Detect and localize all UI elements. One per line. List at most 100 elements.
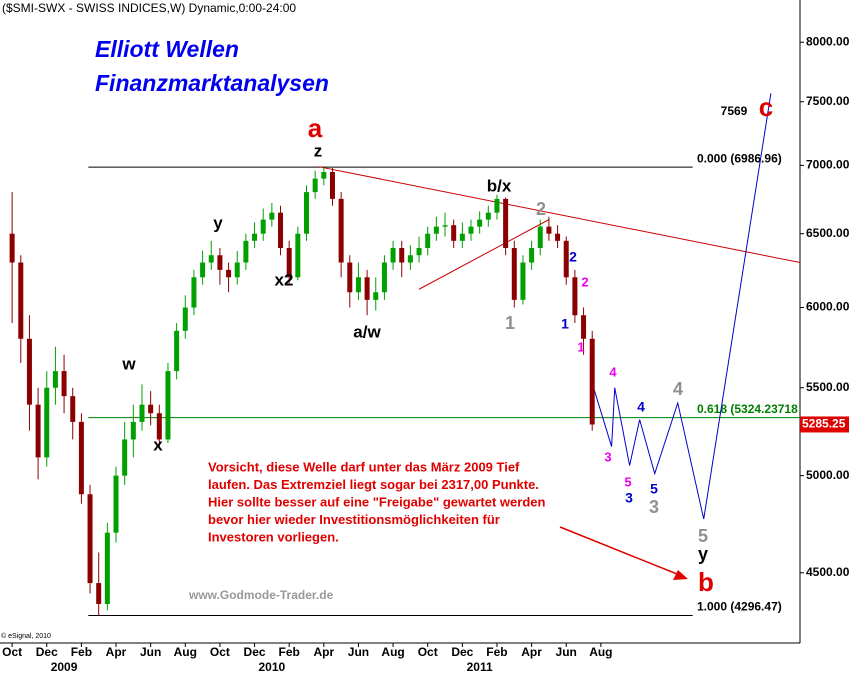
candle-body	[511, 247, 517, 300]
wave-label: a	[308, 113, 323, 143]
y-tick-label: 7500.00	[806, 94, 849, 108]
wave-label: 1	[577, 339, 584, 354]
candle-body	[156, 413, 162, 440]
wave-label: z	[314, 141, 323, 160]
candle-body	[278, 212, 284, 248]
y-tick-label: 5000.00	[806, 468, 849, 482]
x-tick-label: Aug	[589, 645, 612, 659]
wave-label: 5	[650, 481, 658, 497]
candle-body	[338, 198, 344, 263]
wave-label: y	[698, 544, 708, 564]
trend-line	[318, 166, 801, 264]
wave-label: c	[759, 92, 773, 122]
x-tick-label: Apr	[313, 645, 334, 659]
x-tick-label: Jun	[556, 645, 577, 659]
note: laufen. Das Extremziel liegt sogar bei 2…	[208, 477, 539, 492]
candle-body	[130, 421, 136, 440]
candle-body	[139, 404, 145, 422]
candle-body	[252, 233, 258, 241]
candle-body	[217, 255, 223, 270]
candle-body	[399, 247, 405, 263]
wave-label: 4	[673, 379, 683, 399]
candle-body	[87, 494, 93, 584]
x-tick-label: Oct	[418, 645, 438, 659]
wave-label: 1	[561, 316, 569, 332]
candle-body	[459, 233, 465, 241]
wave-label: b/x	[487, 176, 512, 195]
candle-body	[226, 269, 232, 278]
x-tick-label: Oct	[2, 645, 22, 659]
wave-label: 2	[581, 274, 588, 289]
candle-body	[581, 315, 587, 339]
candle-body	[295, 233, 301, 278]
wave-label: a/w	[353, 322, 381, 341]
candle-body	[520, 262, 526, 300]
source: www.Godmode-Trader.de	[188, 588, 334, 602]
x-tick-label: Oct	[210, 645, 230, 659]
candle-body	[425, 233, 431, 248]
candle-body	[26, 338, 32, 405]
wave-label: 1	[505, 313, 515, 333]
x-tick-label: Dec	[451, 645, 473, 659]
candle-body	[104, 532, 110, 605]
x-tick-label: Dec	[244, 645, 266, 659]
arrow-head	[673, 570, 688, 580]
candle-body	[122, 439, 128, 476]
candle-body	[347, 262, 353, 293]
x-tick-label: Jun	[348, 645, 369, 659]
candle-body	[303, 192, 309, 234]
candle-body	[364, 277, 370, 300]
x-tick-label: Jun	[140, 645, 161, 659]
last-price-box	[800, 416, 849, 433]
candle-body	[96, 583, 102, 605]
x-tick-label: Aug	[174, 645, 197, 659]
candle-body	[546, 226, 552, 234]
arrow	[559, 526, 683, 577]
wave-label: 7569	[721, 104, 748, 118]
candle-body	[52, 371, 58, 388]
candle-body	[113, 475, 119, 533]
last-price-label: 5285.25	[802, 417, 846, 431]
year-label: 2009	[51, 660, 78, 674]
x-tick-label: Feb	[279, 645, 300, 659]
candle-body	[390, 247, 396, 263]
wave-label: 4	[609, 364, 617, 379]
level-label: 0.618 (5324.23718	[697, 402, 798, 416]
candle-body	[416, 247, 422, 256]
level-label: 1.000 (4296.47)	[697, 600, 782, 614]
candle-body	[78, 421, 84, 495]
x-tick-label: Apr	[106, 645, 127, 659]
note: Hier sollte besser auf eine "Freigabe" g…	[208, 494, 546, 509]
candle-body	[234, 262, 240, 278]
wave-label: 2	[569, 249, 577, 265]
y-tick-label: 4500.00	[806, 565, 849, 579]
candle-body	[373, 292, 379, 300]
note: bevor hier wieder Investitionsmöglichkei…	[208, 512, 500, 527]
candle-body	[174, 330, 180, 372]
candle-body	[563, 240, 569, 278]
brand: Elliott Wellen	[95, 36, 239, 62]
candle-body	[329, 171, 335, 199]
candle-body	[269, 212, 275, 220]
y-tick-label: 6000.00	[806, 300, 849, 314]
candle-body	[477, 219, 483, 227]
candle-body	[44, 387, 50, 458]
candle-body	[200, 262, 206, 278]
x-tick-label: Feb	[486, 645, 507, 659]
wave-label: x2	[275, 270, 294, 289]
y-tick-label: 7000.00	[806, 158, 849, 172]
candle-body	[494, 198, 500, 213]
wave-label: y	[213, 213, 223, 232]
wave-label: 3	[604, 449, 611, 464]
candle-body	[260, 219, 266, 234]
level-label: 0.000 (6986.96)	[697, 151, 782, 165]
x-tick-label: Feb	[71, 645, 92, 659]
candle-body	[451, 225, 457, 241]
candle-body	[35, 404, 41, 458]
year-label: 2011	[467, 660, 493, 674]
copyright: © eSignal, 2010	[1, 632, 51, 640]
wave-label: 2	[536, 199, 546, 219]
x-tick-label: Aug	[381, 645, 404, 659]
wave-label: b	[698, 567, 714, 597]
